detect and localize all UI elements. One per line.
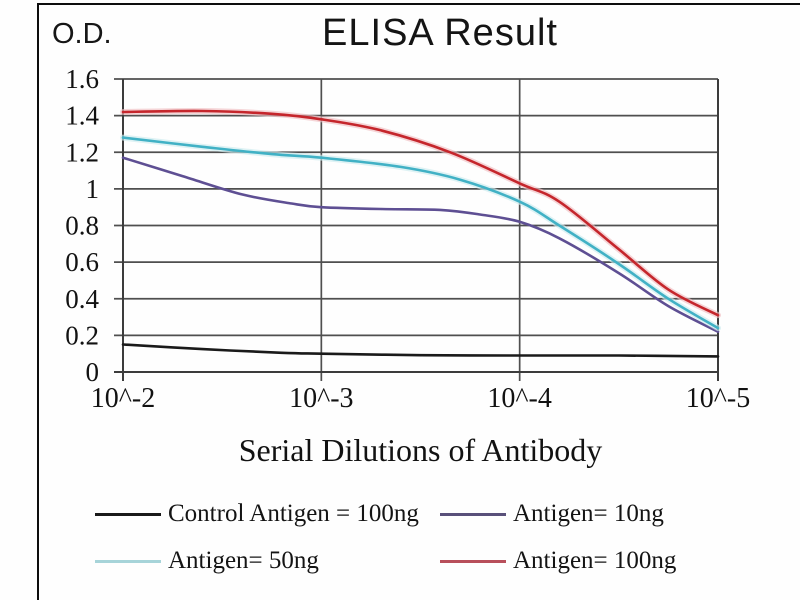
y-axis-tick-label: 1.6 [65,64,99,94]
y-axis-tick-label: 0.2 [65,320,99,350]
y-axis-tick-label: 0.8 [65,211,99,241]
y-axis-tick-label: 0.4 [65,284,99,314]
series-line [121,156,720,333]
x-axis-tick-label: 10^-5 [686,383,750,414]
figure-frame [37,3,800,600]
y-axis-tick-label: 0 [86,357,100,387]
y-axis-tick-label: 0.6 [65,247,99,277]
plot-area: 0 0.2 0.4 0.6 0.8 1 1.2 1.4 1.6 10^-2 10^-3 10^-4 10… [65,64,750,414]
chart-title: ELISA Result [322,12,558,54]
y-axis-unit-label: O.D. [52,18,112,50]
y-axis-tick-label: 1.2 [65,137,99,167]
y-axis-tick-label: 1 [86,174,100,204]
series-line [121,136,720,330]
x-axis-tick-label: 10^-3 [289,383,353,414]
y-axis-tick-label: 1.4 [65,101,99,131]
series-line [121,109,720,317]
series-line [121,343,720,358]
x-axis-title: Serial Dilutions of Antibody [238,432,603,468]
x-axis-tick-label: 10^-4 [487,383,551,414]
x-axis-tick-label: 10^-2 [91,383,155,414]
